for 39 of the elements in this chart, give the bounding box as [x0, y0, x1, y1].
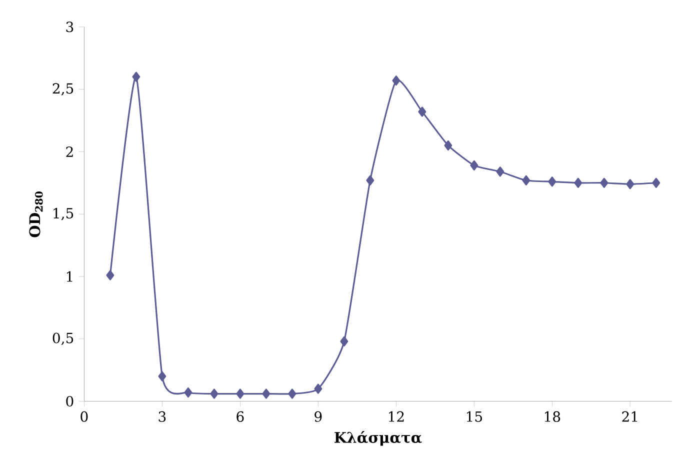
y-tick-label: 2	[66, 146, 73, 157]
point	[652, 178, 660, 188]
point	[132, 72, 140, 82]
point	[340, 336, 348, 346]
x-tick-label: 21	[622, 411, 638, 422]
y-tick-label: 0	[66, 396, 74, 406]
point	[522, 175, 530, 186]
x-tick-label: 15	[466, 411, 482, 422]
x-tick-label: 3	[158, 411, 166, 422]
point	[184, 387, 192, 398]
point	[314, 384, 322, 394]
point	[106, 270, 114, 280]
point	[288, 388, 296, 399]
y-tick-label: 3	[66, 22, 74, 32]
point	[236, 388, 244, 399]
point	[158, 371, 166, 382]
x-tick-label: 6	[236, 411, 244, 422]
point	[262, 388, 270, 399]
y-tick-label: 2,5	[52, 83, 74, 96]
y-tick-label: 1,5	[54, 208, 74, 220]
y-tick-label: 0,5	[52, 332, 74, 345]
point	[548, 176, 556, 187]
point	[496, 166, 504, 177]
x-tick-label: 12	[388, 411, 404, 422]
point	[574, 178, 582, 188]
point	[600, 178, 608, 188]
point	[392, 75, 400, 86]
x-tick-label: 18	[544, 411, 560, 422]
x-axis-title: Κλάσματα	[334, 430, 422, 446]
point	[210, 388, 218, 399]
x-tick-label: 9	[314, 411, 322, 422]
point	[418, 106, 426, 117]
y-axis-title: OD$_{280}$	[29, 191, 43, 238]
point	[470, 160, 478, 170]
y-tick-label: 1	[66, 271, 72, 282]
point	[626, 179, 634, 190]
point	[444, 140, 452, 150]
x-tick-label: 0	[80, 411, 88, 422]
point	[366, 175, 374, 186]
